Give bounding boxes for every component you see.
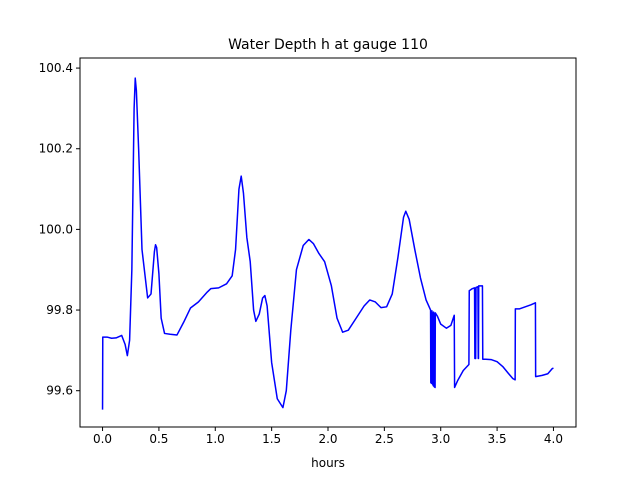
plot-frame bbox=[79, 57, 577, 428]
y-tick-label: 100.4 bbox=[39, 61, 73, 75]
y-tick-label: 99.6 bbox=[46, 384, 73, 398]
x-tick-label: 3.5 bbox=[488, 432, 507, 446]
x-tick-label: 0.5 bbox=[149, 432, 168, 446]
x-tick-label: 4.0 bbox=[544, 432, 563, 446]
x-tick-label: 1.5 bbox=[262, 432, 281, 446]
y-tick-label: 99.8 bbox=[46, 303, 73, 317]
x-tick-label: 1.0 bbox=[206, 432, 225, 446]
x-tick-label: 3.0 bbox=[431, 432, 450, 446]
y-tick-label: 100.2 bbox=[39, 142, 73, 156]
x-tick-label: 0.0 bbox=[93, 432, 112, 446]
y-tick-label: 100.0 bbox=[39, 222, 73, 236]
x-tick-label: 2.0 bbox=[318, 432, 337, 446]
x-tick-label: 2.5 bbox=[375, 432, 394, 446]
tick-layer: 0.0 0.5 1.0 1.5 2.0 2.5 3.0 3.5 4.0 99.6 99.8 100.0… bbox=[39, 61, 563, 446]
x-axis-label: hours bbox=[311, 456, 345, 470]
series-line bbox=[101, 77, 554, 410]
chart-title: Water Depth h at gauge 110 bbox=[228, 37, 428, 53]
